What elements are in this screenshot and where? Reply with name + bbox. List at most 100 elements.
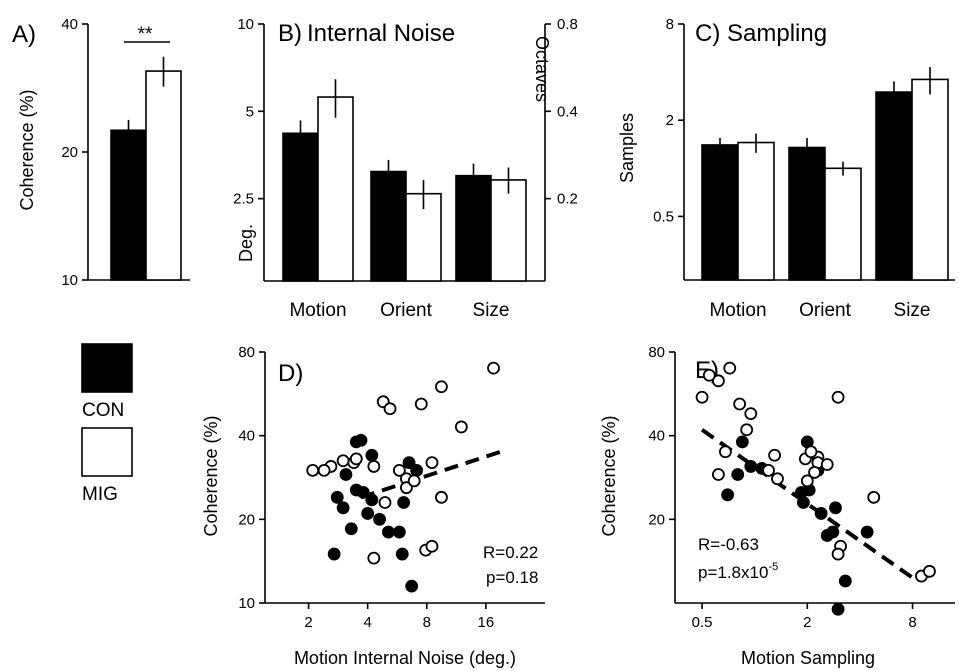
point-con xyxy=(735,435,749,449)
point-mig xyxy=(407,474,421,488)
panel-d-ylabel: Coherence (%) xyxy=(201,415,221,536)
point-con xyxy=(361,507,375,520)
legend-con-label: CON xyxy=(82,400,124,421)
point-mig xyxy=(831,390,845,404)
point-mig xyxy=(435,490,448,504)
y2-tick-label: 0.8 xyxy=(557,16,578,33)
bar-con xyxy=(370,170,407,282)
y-tick-label: 40 xyxy=(648,428,665,445)
point-mig xyxy=(723,361,737,375)
point-mig xyxy=(733,397,747,411)
panel-d-p-value: p=0.18 xyxy=(486,568,538,587)
y-tick-label: 20 xyxy=(648,511,665,528)
y2-tick-label: 0.2 xyxy=(557,191,578,208)
point-mig xyxy=(317,463,331,477)
bar-mig xyxy=(405,192,442,282)
panel-d-points xyxy=(306,361,502,593)
point-con xyxy=(731,468,745,481)
point-con xyxy=(838,574,852,588)
bar-mig xyxy=(317,96,354,282)
point-mig xyxy=(867,490,881,504)
x-tick-label: 16 xyxy=(478,614,495,631)
category-label: Size xyxy=(894,300,931,321)
point-mig xyxy=(425,539,439,553)
point-mig xyxy=(695,390,709,404)
point-con xyxy=(330,490,344,504)
point-mig xyxy=(771,472,784,486)
panel-d-ticks: 10 20 40 80 2 4 8 16 xyxy=(238,344,545,631)
category-label: Size xyxy=(473,300,510,321)
point-con xyxy=(356,485,370,499)
point-con xyxy=(327,547,341,561)
y-tick-label: 80 xyxy=(238,344,255,361)
panel-c-bars xyxy=(701,67,949,281)
point-mig xyxy=(712,374,725,388)
trend-line xyxy=(360,449,502,500)
point-con xyxy=(829,501,842,515)
point-mig xyxy=(808,466,821,479)
panel-c-label: C) xyxy=(695,20,720,47)
x-tick-label: 0.5 xyxy=(692,614,713,631)
bar-con xyxy=(282,132,319,282)
category-label: Orient xyxy=(380,300,432,321)
bar-mig xyxy=(824,167,862,281)
x-tick-label: 2 xyxy=(803,614,811,631)
point-mig xyxy=(400,481,413,495)
panel-a-ylabel: Coherence (%) xyxy=(17,89,37,210)
point-con xyxy=(365,493,379,507)
point-mig xyxy=(378,496,392,509)
point-con xyxy=(814,507,828,520)
panel-e-points xyxy=(695,361,936,616)
y-tick-label: 10 xyxy=(61,272,78,289)
category-label: Motion xyxy=(709,300,766,321)
bar-mig xyxy=(911,78,949,281)
point-con xyxy=(721,488,735,502)
point-mig xyxy=(800,474,814,488)
point-con xyxy=(354,433,368,447)
point-con xyxy=(402,456,416,470)
y-tick-label: 20 xyxy=(61,144,78,161)
point-con xyxy=(373,512,386,526)
panel-d-r-value: R=0.22 xyxy=(483,543,538,562)
point-con xyxy=(831,602,845,616)
x-tick-label: 2 xyxy=(304,614,312,631)
bar-con xyxy=(110,129,147,281)
point-con xyxy=(344,522,358,536)
panel-d-xlabel: Motion Internal Noise (deg.) xyxy=(294,648,516,668)
point-mig xyxy=(804,445,818,459)
panel-b-bars xyxy=(282,79,527,282)
panel-b-ylabel: Deg. xyxy=(236,224,256,262)
panel-b-label: B) xyxy=(278,20,302,47)
y-tick-label: 10 xyxy=(238,595,255,612)
point-con xyxy=(410,463,424,477)
y-tick-label: 20 xyxy=(238,511,255,528)
panel-b: B) Internal Noise Deg. Octaves 2.5 5 10 Mot… xyxy=(233,16,578,321)
point-mig xyxy=(383,402,397,416)
y-tick-label: 10 xyxy=(237,16,254,33)
point-mig xyxy=(831,547,845,561)
significance-marker: ** xyxy=(138,24,153,45)
bar-mig xyxy=(737,141,775,281)
y-tick-label: 8 xyxy=(666,16,674,33)
point-con xyxy=(797,496,810,509)
y-tick-label: 40 xyxy=(238,428,255,445)
panel-a-ticks: 10 20 40 xyxy=(61,16,190,289)
panel-b-title: Internal Noise xyxy=(307,20,455,47)
y2-tick-label: 0.4 xyxy=(557,103,578,120)
point-mig xyxy=(702,368,716,382)
legend-mig-swatch xyxy=(81,427,133,477)
point-mig xyxy=(336,454,350,468)
legend-mig-label: MIG xyxy=(82,484,118,505)
point-con xyxy=(395,547,409,561)
panel-a-label: A) xyxy=(12,21,36,48)
bar-con xyxy=(455,174,492,282)
bar-con xyxy=(701,144,739,281)
point-mig xyxy=(367,460,381,473)
point-mig xyxy=(435,380,448,394)
point-con xyxy=(744,460,758,473)
point-mig xyxy=(923,564,936,578)
panel-c: C) Sampling Samples 0.5 2 8 Motion Orient Siz… xyxy=(617,16,955,321)
point-mig xyxy=(762,463,775,477)
point-mig xyxy=(306,463,320,477)
